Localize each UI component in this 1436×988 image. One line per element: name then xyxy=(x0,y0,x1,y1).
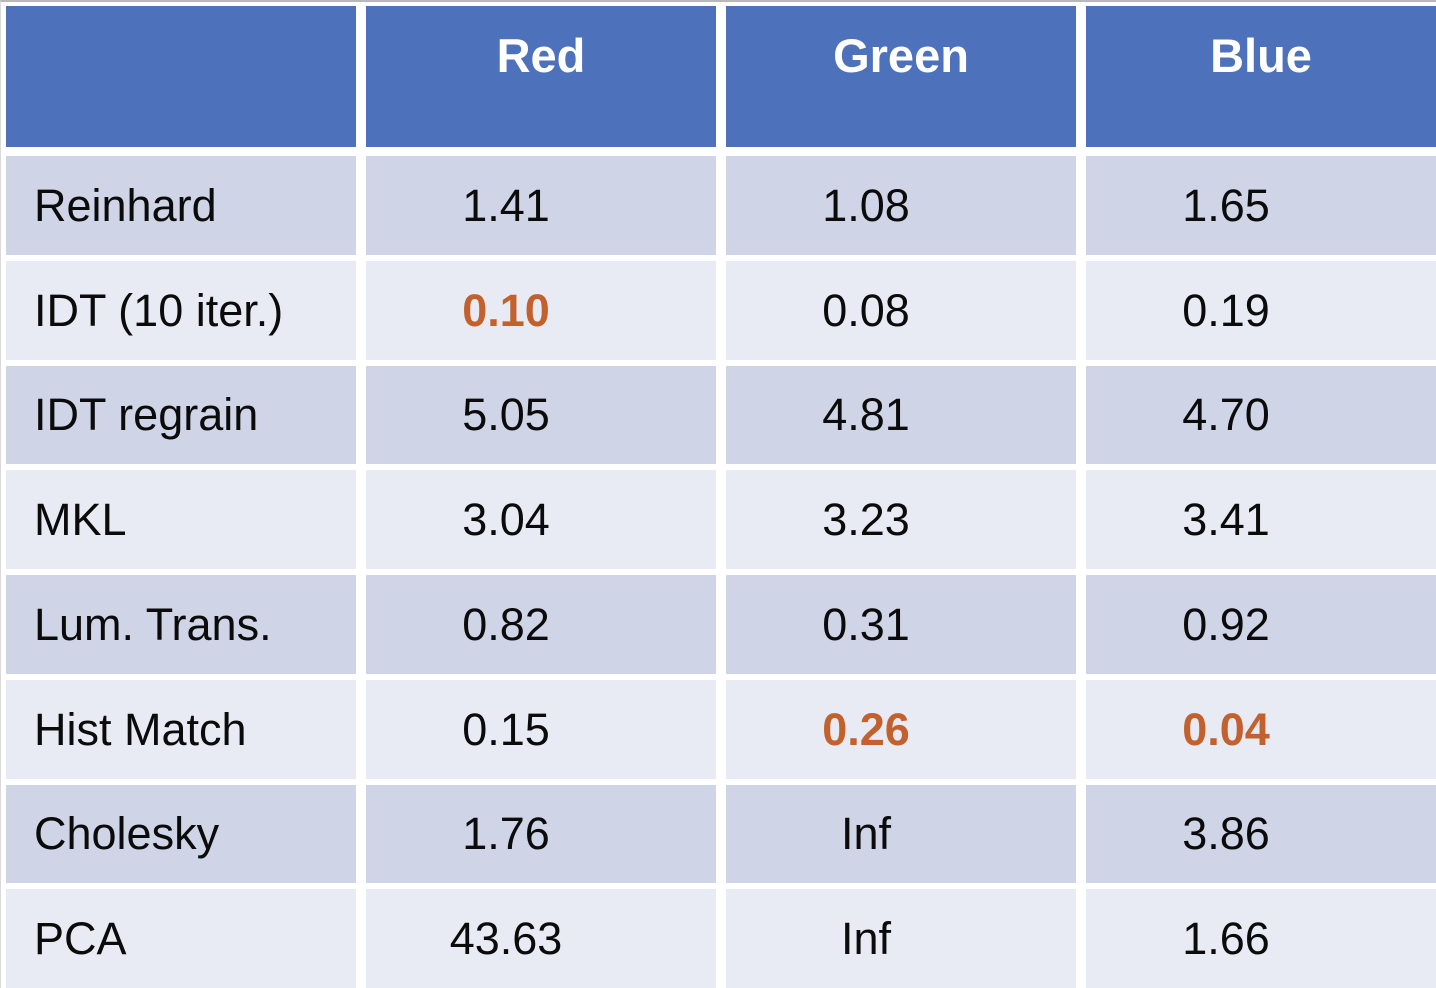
value-cell: 4.70 xyxy=(1086,365,1436,465)
value-cell: 0.04 xyxy=(1086,679,1436,779)
value-cell: 1.41 xyxy=(366,156,716,255)
value-cell: Inf xyxy=(726,784,1076,884)
method-label-cell: Reinhard xyxy=(6,156,356,255)
value-cell: Inf xyxy=(726,889,1076,988)
method-label-cell: Cholesky xyxy=(6,784,356,884)
value-cell: 1.08 xyxy=(726,156,1076,255)
method-label-cell: Hist Match xyxy=(6,679,356,779)
value-cell: 5.05 xyxy=(366,365,716,465)
method-label-cell: PCA xyxy=(6,889,356,988)
value-cell: 0.08 xyxy=(726,260,1076,360)
method-label-cell: Lum. Trans. xyxy=(6,575,356,674)
value-cell: 43.63 xyxy=(366,889,716,988)
value-cell: 0.15 xyxy=(366,679,716,779)
method-label-cell: IDT regrain xyxy=(6,365,356,465)
column-header-red: Red xyxy=(366,6,716,147)
value-cell: 1.76 xyxy=(366,784,716,884)
value-cell: 1.66 xyxy=(1086,889,1436,988)
corner-header-cell xyxy=(6,6,356,147)
column-header-blue: Blue xyxy=(1086,6,1436,147)
column-header-green: Green xyxy=(726,6,1076,147)
value-cell: 0.92 xyxy=(1086,575,1436,674)
value-cell: 0.19 xyxy=(1086,260,1436,360)
value-cell: 0.26 xyxy=(726,679,1076,779)
value-cell: 3.86 xyxy=(1086,784,1436,884)
value-cell: 1.65 xyxy=(1086,156,1436,255)
value-cell: 3.41 xyxy=(1086,470,1436,569)
value-cell: 4.81 xyxy=(726,365,1076,465)
value-cell: 0.10 xyxy=(366,260,716,360)
value-cell: 3.23 xyxy=(726,470,1076,569)
value-cell: 0.31 xyxy=(726,575,1076,674)
method-label-cell: MKL xyxy=(6,470,356,569)
value-cell: 0.82 xyxy=(366,575,716,674)
method-label-cell: IDT (10 iter.) xyxy=(6,260,356,360)
value-cell: 3.04 xyxy=(366,470,716,569)
